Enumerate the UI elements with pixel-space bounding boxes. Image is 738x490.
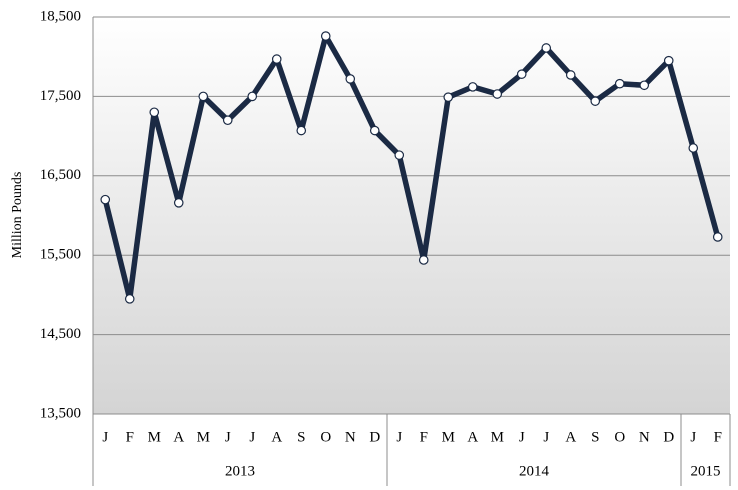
- x-tick-label: F: [126, 429, 134, 445]
- x-tick-label: J: [225, 429, 231, 445]
- x-tick-label: M: [491, 429, 504, 445]
- x-tick-label: A: [271, 429, 282, 445]
- x-tick-label: S: [591, 429, 599, 445]
- point: [418, 255, 429, 265]
- point: [369, 125, 380, 136]
- y-tick-label: 14,500: [40, 326, 81, 342]
- point: [296, 125, 307, 136]
- point: [663, 55, 674, 66]
- point: [590, 96, 601, 106]
- point: [688, 143, 699, 153]
- y-axis-title: Million Pounds: [10, 172, 25, 259]
- point: [100, 194, 111, 205]
- x-tick-label: O: [320, 429, 331, 445]
- point: [516, 69, 527, 79]
- y-tick-label: 16,500: [40, 167, 81, 183]
- point: [198, 91, 209, 102]
- x-tick-label: A: [173, 429, 184, 445]
- x-tick-label: N: [345, 429, 356, 445]
- point: [492, 89, 503, 99]
- x-tick-label: J: [519, 429, 525, 445]
- x-group-label: 2015: [691, 463, 721, 479]
- x-tick-label: J: [102, 429, 108, 445]
- y-tick-label: 15,500: [40, 247, 81, 263]
- x-tick-label: F: [714, 429, 722, 445]
- x-tick-label: S: [297, 429, 305, 445]
- x-tick-label: M: [197, 429, 210, 445]
- point: [614, 78, 625, 89]
- line: [102, 33, 721, 302]
- x-tick-label: J: [690, 429, 696, 445]
- x-tick-label: J: [396, 429, 402, 445]
- x-group-label: 2014: [519, 463, 550, 479]
- x-tick-label: A: [467, 429, 478, 445]
- y-tick-label: 13,500: [40, 405, 81, 421]
- x-tick-label: D: [369, 429, 380, 445]
- x-tick-label: D: [663, 429, 674, 445]
- x-tick-label: O: [614, 429, 625, 445]
- point: [173, 197, 184, 208]
- point: [320, 31, 331, 41]
- x-tick-label: J: [249, 429, 255, 445]
- point: [149, 107, 160, 118]
- x-tick-label: J: [543, 429, 549, 445]
- point: [639, 80, 650, 91]
- point: [394, 150, 405, 160]
- point: [124, 294, 135, 304]
- y-tick-label: 17,500: [40, 88, 81, 104]
- point: [345, 74, 356, 84]
- x-tick-label: A: [565, 429, 576, 445]
- x-group-label: 2013: [225, 463, 255, 479]
- y-tick-label: 18,500: [40, 8, 81, 24]
- x-tick-label: M: [148, 429, 161, 445]
- point: [443, 92, 454, 102]
- point: [565, 70, 576, 80]
- point: [222, 115, 233, 126]
- point: [541, 43, 552, 53]
- point: [271, 54, 282, 64]
- x-tick-label: N: [639, 429, 650, 445]
- point: [467, 82, 478, 92]
- x-tick-label: F: [420, 429, 428, 445]
- point: [712, 232, 723, 242]
- point: [247, 91, 258, 102]
- x-tick-label: M: [442, 429, 455, 445]
